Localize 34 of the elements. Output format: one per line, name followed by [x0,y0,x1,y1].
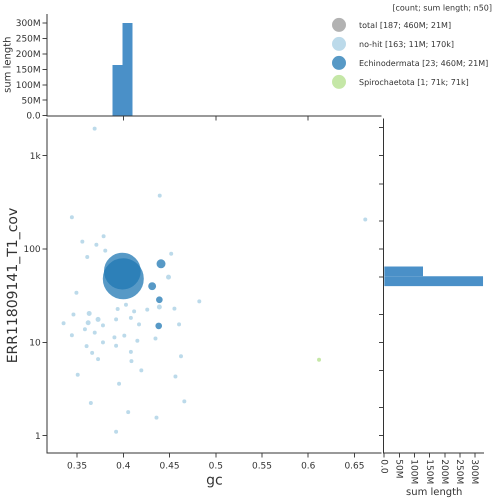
x-tick-label: 0.55 [252,461,272,472]
x-tick-label: 250M [454,459,464,484]
y-tick-label: 300M [16,19,41,30]
y-tick-label: 150M [16,65,41,76]
x-tick-label: 0.4 [116,461,131,472]
y-tick-label: 0.0 [26,112,41,122]
y-tick-label: 50M [21,96,41,106]
x-axis-title: gc [206,472,223,489]
x-tick-label: 300M [469,459,480,484]
x-tick-label: 0.0 [378,459,388,474]
y-axis-title: sum length [2,36,14,93]
legend-title: [count; sum length; n50] [392,3,492,12]
x-tick-label: 0.35 [67,461,88,472]
x-tick-label: 150M [424,459,434,484]
y-axis-title: ERR11809141_T1_cov [5,208,22,364]
legend-label: Echinodermata [23; 460M; 21M] [359,59,488,68]
x-tick-label: 0.45 [160,461,180,472]
y-tick-label: 250M [16,34,41,45]
legend-label: total [187; 460M; 21M] [359,21,452,30]
legend-label: no-hit [163; 11M; 170k] [359,40,454,50]
y-tick-label: 200M [16,50,41,60]
legend-label: Spirochaetota [1; 71k; 71k] [359,78,469,88]
y-tick-label: 100 [23,245,41,256]
x-tick-label: 50M [393,459,404,479]
y-tick-label: 10 [29,338,41,348]
y-tick-label: 1 [34,432,41,442]
x-tick-label: 0.6 [301,461,316,472]
x-axis-title: sum length [406,486,462,498]
x-tick-label: 0.65 [344,461,364,472]
y-tick-label: 100M [16,80,41,91]
x-tick-label: 100M [408,459,419,484]
x-tick-label: 200M [438,459,449,484]
y-tick-label: 1k [30,152,42,162]
x-tick-label: 0.5 [208,461,223,472]
